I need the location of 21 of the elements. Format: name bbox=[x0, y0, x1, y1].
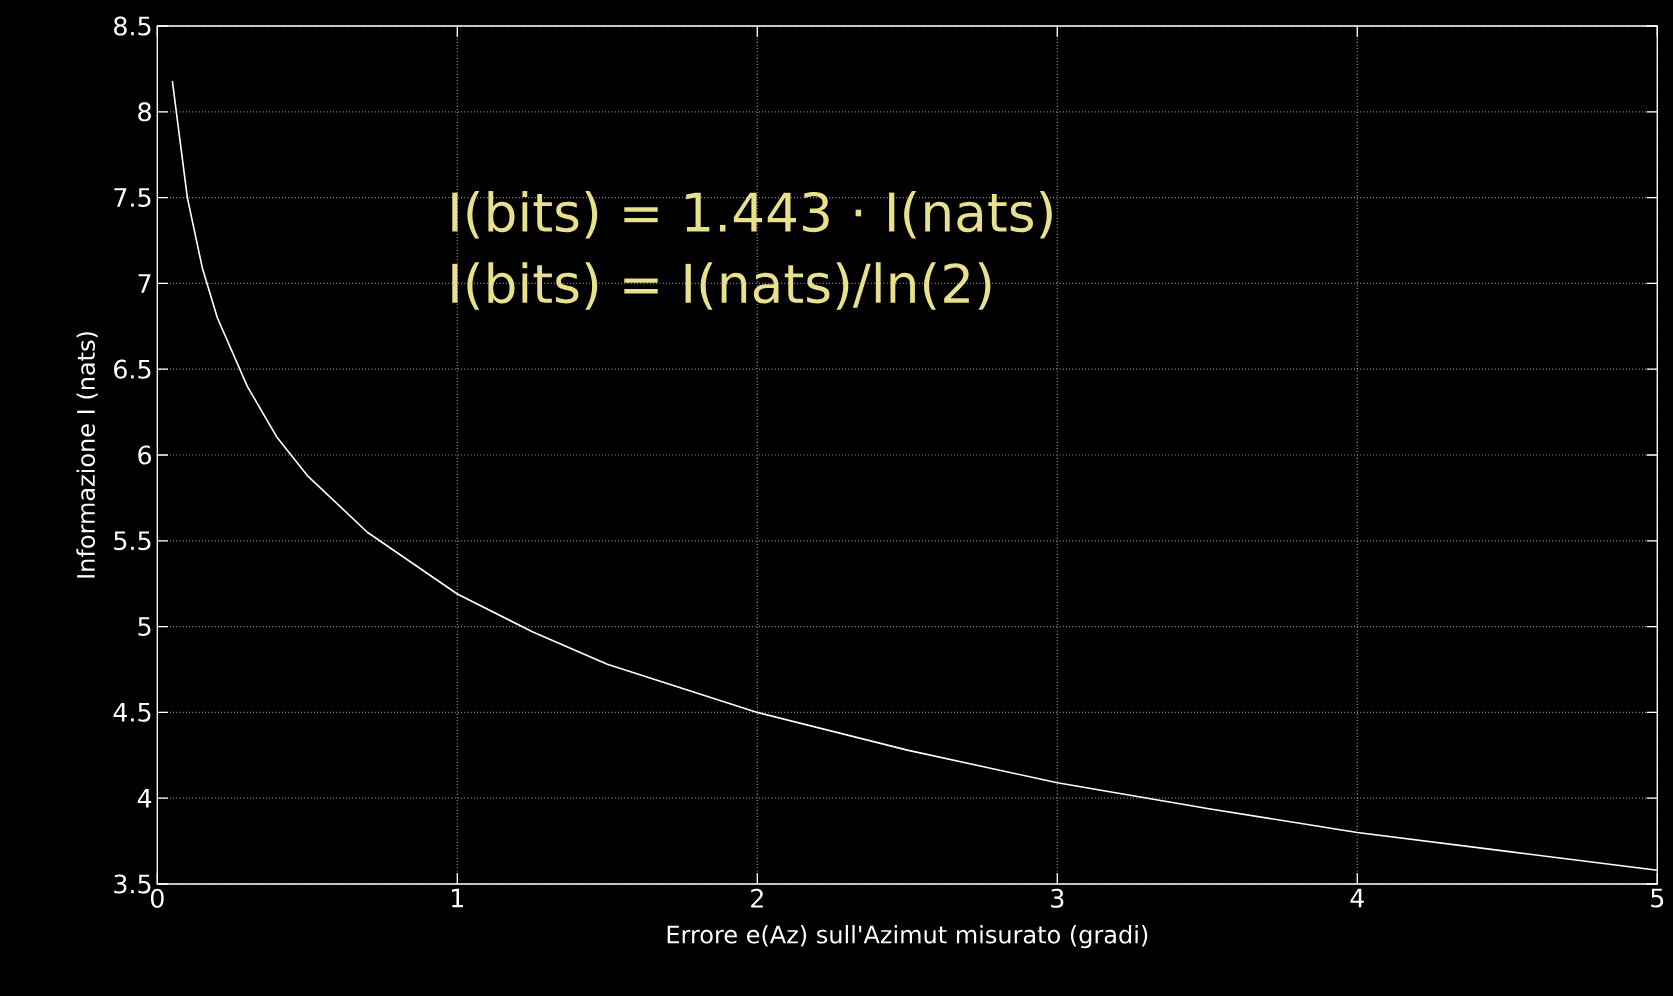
x-tick-label: 3 bbox=[1051, 888, 1064, 908]
y-tick-label: 6 bbox=[138, 445, 152, 465]
x-tick-label: 5 bbox=[1651, 888, 1664, 908]
y-tick-label: 7 bbox=[138, 274, 151, 293]
y-tick-label: 7.5 bbox=[114, 188, 151, 208]
x-tick-label: 4 bbox=[1350, 888, 1364, 908]
y-tick-label: 4 bbox=[137, 788, 152, 808]
y-tick-label: 6.5 bbox=[114, 359, 151, 379]
y-tick-label: 4.5 bbox=[113, 702, 151, 722]
y-tick-label: 3.5 bbox=[114, 874, 151, 894]
y-tick-label: 5.5 bbox=[114, 531, 151, 551]
y-axis-title: Informazione I (nats) bbox=[76, 332, 98, 578]
x-tick-label: 2 bbox=[751, 888, 763, 908]
y-tick-label: 8.5 bbox=[114, 16, 151, 36]
annotation: I(bits) = 1.443 · I(nats) bbox=[452, 191, 1052, 239]
y-tick-label: 8 bbox=[138, 102, 151, 122]
y-tick-label: 5 bbox=[138, 617, 151, 637]
x-tick-label: 0 bbox=[150, 888, 164, 908]
x-axis-title: Errore e(Az) sull'Azimut misurato (gradi) bbox=[667, 925, 1148, 949]
annotation: I(bits) = I(nats)/ln(2) bbox=[452, 262, 991, 310]
x-tick-label: 1 bbox=[452, 888, 464, 908]
